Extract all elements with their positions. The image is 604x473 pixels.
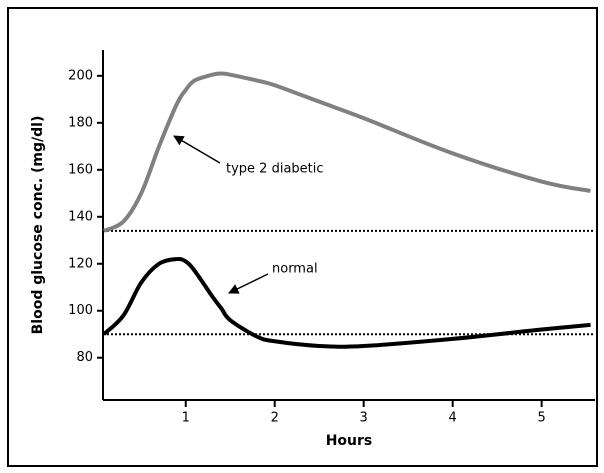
y-tick-label: 100: [68, 303, 93, 318]
series-line: [102, 256, 591, 349]
x-axis-label: Hours: [326, 433, 373, 449]
series-line: [103, 71, 591, 233]
y-tick-label: 80: [76, 350, 93, 365]
y-axis-label: Blood glucose conc. (mg/dl): [30, 116, 46, 335]
annotation: normal: [272, 262, 318, 277]
annotation-arrow: [173, 135, 221, 164]
annotation: type 2 diabetic: [226, 162, 324, 177]
y-tick-label: 140: [68, 209, 93, 224]
y-tick-label: 180: [68, 115, 93, 130]
y-tick-label: 160: [68, 162, 93, 177]
x-tick-label: 1: [182, 411, 190, 426]
y-tick-label: 120: [68, 256, 93, 271]
annotation-arrow: [228, 273, 269, 294]
x-tick-label: 4: [449, 411, 457, 426]
frame: [7, 7, 598, 467]
x-tick-label: 2: [271, 411, 279, 426]
x-tick-label: 5: [537, 411, 545, 426]
y-tick-label: 200: [68, 68, 93, 83]
x-tick-label: 3: [360, 411, 368, 426]
